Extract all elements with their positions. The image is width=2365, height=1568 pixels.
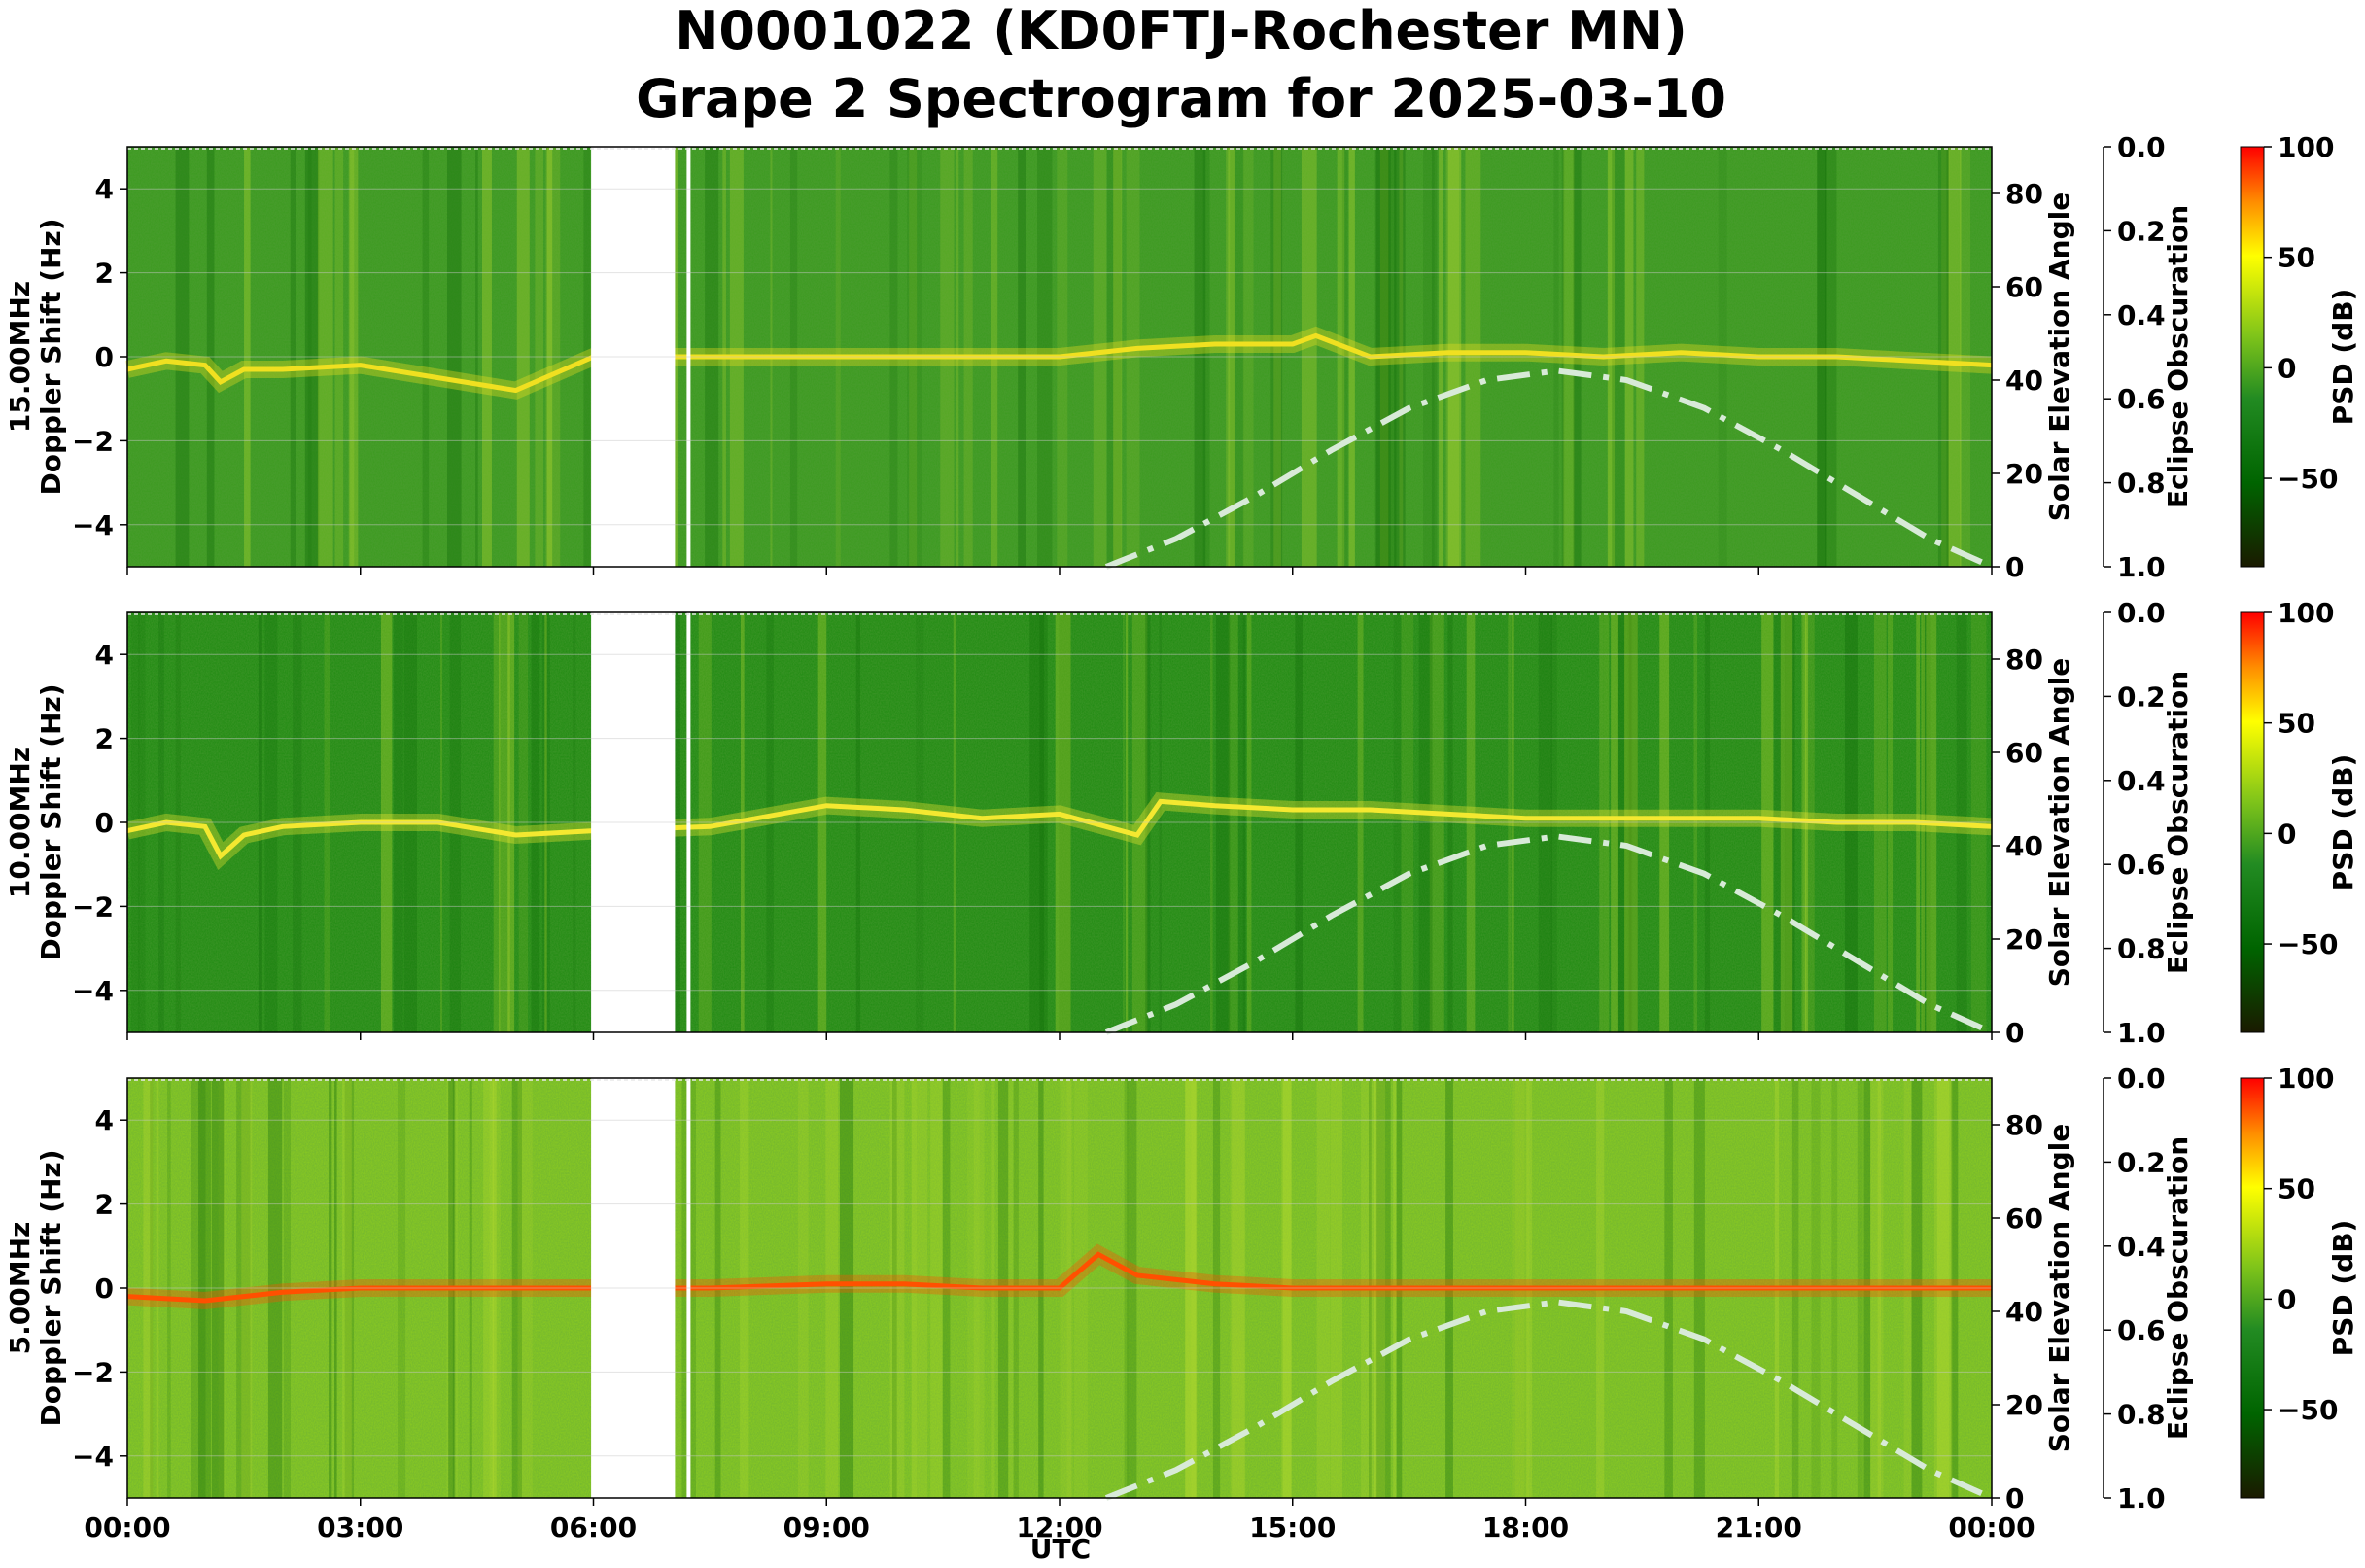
colorbar-label: PSD (dB) [2327, 754, 2359, 891]
elevation-tick-label: 80 [2005, 644, 2043, 676]
eclipse-tick-label: 0.0 [2117, 597, 2166, 629]
colorbar-label: PSD (dB) [2327, 289, 2359, 426]
colorbar-tick-label: 100 [2278, 131, 2334, 163]
elevation-tick-label: 20 [2005, 923, 2043, 956]
y-tick-label: −4 [72, 975, 114, 1007]
eclipse-tick-label: 1.0 [2117, 1017, 2166, 1049]
panel-5.00MHz: −4 −2 0 2 4 5.00MHz Doppler Shift (Hz) 0 20 40 60 8… [4, 1063, 2359, 1544]
panel-frequency-label: 10.00MHz [4, 747, 36, 898]
eclipse-tick-label: 0.6 [2117, 383, 2166, 415]
eclipse-tick-label: 0.4 [2117, 765, 2166, 797]
y-axis-label: Doppler Shift (Hz) [35, 1149, 67, 1426]
elevation-tick-label: 40 [2005, 830, 2043, 862]
colorbar-tick-label: 100 [2278, 597, 2334, 629]
elevation-tick-label: 0 [2005, 1482, 2024, 1515]
chart-title-line1: N0001022 (KD0FTJ-Rochester MN) [675, 0, 1687, 61]
colorbar-tick-label: −50 [2278, 463, 2338, 495]
elevation-tick-label: 60 [2005, 271, 2043, 303]
eclipse-tick-label: 0.8 [2117, 468, 2166, 500]
solar-elevation-axis-label: Solar Elevation Angle [2043, 658, 2075, 987]
elevation-tick-label: 80 [2005, 1109, 2043, 1141]
solar-elevation-axis-label: Solar Elevation Angle [2043, 192, 2075, 521]
colorbar-tick-label: 50 [2278, 708, 2315, 740]
y-tick-label: 4 [95, 1104, 114, 1136]
eclipse-tick-label: 0.4 [2117, 1231, 2166, 1263]
elevation-tick-label: 40 [2005, 1296, 2043, 1328]
panel-10.00MHz: −4 −2 0 2 4 10.00MHz Doppler Shift (Hz) 0 20 40 60… [4, 597, 2359, 1049]
y-tick-label: −2 [72, 890, 114, 923]
eclipse-obscuration-label: Eclipse Obscuration [2162, 1136, 2194, 1440]
eclipse-tick-label: 0.6 [2117, 1314, 2166, 1346]
colorbar-tick-label: 0 [2278, 352, 2296, 384]
eclipse-tick-label: 0.8 [2117, 1399, 2166, 1431]
colorbar-tick-label: 0 [2278, 818, 2296, 850]
colorbar-label: PSD (dB) [2327, 1220, 2359, 1357]
y-tick-label: 0 [95, 807, 114, 839]
x-axis-label: UTC [1030, 1533, 1091, 1565]
doppler-trace-10.00MHz [126, 798, 1993, 860]
x-tick-label: 00:00 [1948, 1512, 2035, 1544]
y-tick-label: 2 [95, 258, 114, 290]
y-tick-label: −4 [72, 1441, 114, 1473]
solar-elevation-curve [1104, 833, 1994, 1035]
y-tick-label: −2 [72, 1356, 114, 1388]
colorbar-tick-label: 50 [2278, 242, 2315, 274]
solar-elevation-axis-label: Solar Elevation Angle [2043, 1124, 2075, 1452]
eclipse-tick-label: 0.2 [2117, 215, 2166, 247]
eclipse-tick-label: 0.6 [2117, 849, 2166, 881]
elevation-tick-label: 60 [2005, 1202, 2043, 1235]
elevation-tick-label: 0 [2005, 1017, 2024, 1049]
solar-elevation-curve [1104, 1299, 1994, 1501]
x-tick-label: 00:00 [84, 1512, 170, 1544]
chart-title-line2: Grape 2 Spectrogram for 2025-03-10 [636, 68, 1726, 129]
colorbar [2240, 146, 2265, 568]
colorbar-tick-label: −50 [2278, 928, 2338, 960]
y-tick-label: 2 [95, 723, 114, 755]
x-tick-label: 18:00 [1482, 1512, 1569, 1544]
eclipse-tick-label: 1.0 [2117, 1482, 2166, 1515]
colorbar [2240, 611, 2265, 1033]
elevation-tick-label: 20 [2005, 458, 2043, 490]
colorbar-tick-label: −50 [2278, 1394, 2338, 1426]
elevation-tick-label: 40 [2005, 365, 2043, 397]
x-tick-label: 09:00 [783, 1512, 870, 1544]
eclipse-tick-label: 0.0 [2117, 1063, 2166, 1095]
panel-frequency-label: 5.00MHz [4, 1222, 36, 1355]
eclipse-tick-label: 0.0 [2117, 131, 2166, 163]
panel-frequency-label: 15.00MHz [4, 281, 36, 433]
y-axis-label: Doppler Shift (Hz) [35, 683, 67, 960]
eclipse-obscuration-label: Eclipse Obscuration [2162, 671, 2194, 974]
y-tick-label: −2 [72, 425, 114, 457]
x-tick-label: 12:00 [1016, 1512, 1102, 1544]
y-axis-label: Doppler Shift (Hz) [35, 218, 67, 495]
colorbar-tick-label: 100 [2278, 1063, 2334, 1095]
eclipse-tick-label: 1.0 [2117, 551, 2166, 583]
y-tick-label: 2 [95, 1189, 114, 1221]
y-tick-label: 4 [95, 639, 114, 671]
elevation-tick-label: 20 [2005, 1389, 2043, 1421]
y-tick-label: 4 [95, 173, 114, 205]
x-tick-label: 03:00 [317, 1512, 403, 1544]
colorbar-tick-label: 50 [2278, 1173, 2315, 1205]
eclipse-tick-label: 0.2 [2117, 680, 2166, 713]
elevation-tick-label: 60 [2005, 737, 2043, 769]
eclipse-obscuration-label: Eclipse Obscuration [2162, 205, 2194, 508]
x-tick-label: 15:00 [1249, 1512, 1336, 1544]
colorbar-tick-label: 0 [2278, 1283, 2296, 1315]
y-tick-label: 0 [95, 341, 114, 373]
solar-elevation-curve [1104, 367, 1994, 570]
elevation-tick-label: 80 [2005, 178, 2043, 210]
colorbar [2240, 1077, 2265, 1499]
eclipse-tick-label: 0.4 [2117, 299, 2166, 331]
y-tick-label: −4 [72, 509, 114, 541]
x-tick-label: 21:00 [1716, 1512, 1802, 1544]
eclipse-tick-label: 0.2 [2117, 1146, 2166, 1178]
x-tick-label: 06:00 [550, 1512, 637, 1544]
eclipse-tick-label: 0.8 [2117, 933, 2166, 965]
y-tick-label: 0 [95, 1272, 114, 1305]
panel-15.00MHz: −4 −2 0 2 4 15.00MHz Doppler Shift (Hz) 0 20 40 60… [4, 131, 2359, 583]
elevation-tick-label: 0 [2005, 551, 2024, 583]
